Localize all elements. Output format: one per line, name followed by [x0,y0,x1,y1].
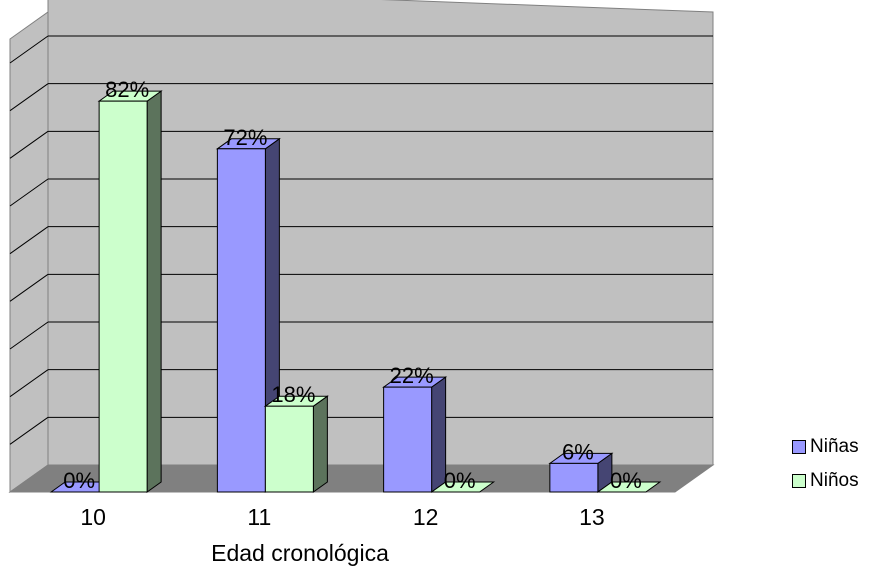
bar-zero [596,481,662,493]
bar [215,137,281,493]
legend-swatch-ninos [792,474,806,488]
data-label: 0% [444,468,476,493]
bar-side [312,395,328,493]
bar-front [264,405,314,493]
bar-front [549,462,599,493]
bar-front [216,148,266,493]
bar [430,481,496,493]
data-label: 0% [610,468,642,493]
gridline-side [9,369,49,398]
legend-item-ninas: Niñas [792,430,859,464]
bar [263,395,329,493]
gridline-side [9,273,49,302]
data-label: 22% [390,363,434,388]
legend-label-ninos: Niños [810,470,859,491]
gridline-side [9,226,49,255]
bar-front [383,386,433,493]
bar-front [98,100,148,493]
bar-zero [430,481,496,493]
bar-side [146,90,162,493]
bars [49,90,662,493]
side-wall [9,11,49,493]
legend-swatch-ninas [792,440,806,454]
x-tick-labels: 10 11 12 13 [80,504,604,530]
x-tick-label: 12 [413,504,439,530]
gridline-side [9,416,49,445]
x-axis-label: Edad cronológica [211,540,389,566]
gridline-side [9,83,49,112]
bar [382,376,448,493]
data-labels: 0% 82% 72% 18% 22% 0% 6% 0% [63,77,642,493]
gridline-side [9,178,49,207]
bar [548,452,614,493]
data-label: 82% [105,77,149,102]
gridline-side [9,35,49,64]
legend-label-ninas: Niñas [810,436,859,457]
chart-walls [8,0,715,493]
x-tick-label: 13 [579,504,605,530]
data-label: 0% [63,468,95,493]
gridline-side [9,321,49,350]
x-tick-label: 10 [80,504,106,530]
bar [97,90,163,493]
bar [596,481,662,493]
data-label: 6% [562,439,594,464]
legend-item-ninos: Niños [792,464,859,498]
data-label: 72% [223,125,267,150]
legend: Niñas Niños [792,430,859,498]
data-label: 18% [271,382,315,407]
x-tick-label: 11 [247,504,271,530]
gridline-side [9,130,49,159]
